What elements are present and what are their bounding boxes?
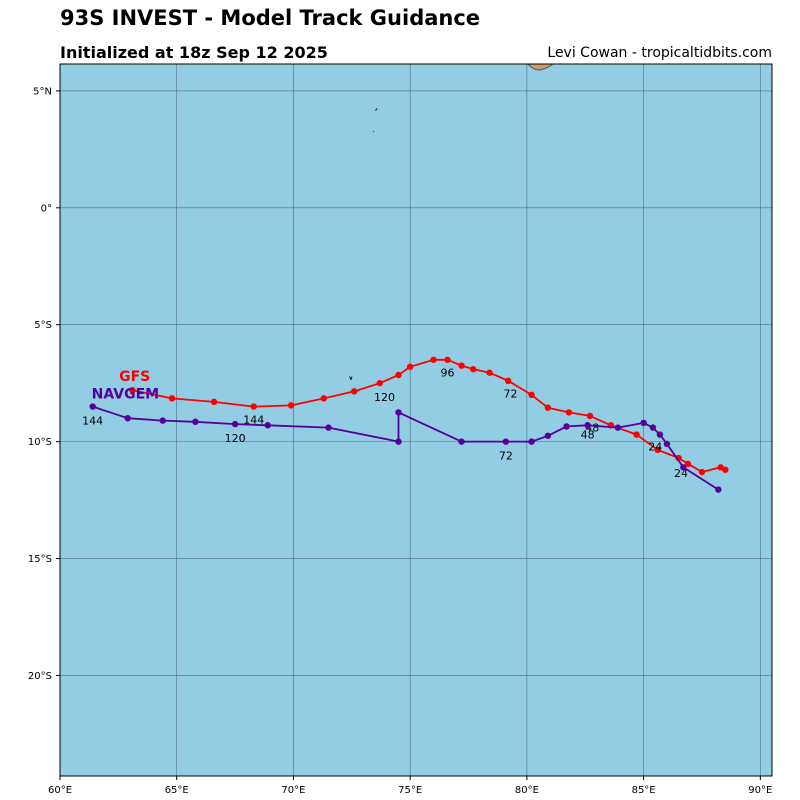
gfs-track-point <box>505 377 512 385</box>
navgem-hour-label: 72 <box>499 450 513 463</box>
navgem-track-point <box>656 431 664 438</box>
gfs-track-point <box>586 412 594 420</box>
navgem-track-point <box>640 419 647 427</box>
gfs-track-point <box>168 395 176 402</box>
lat-tick-label: 15°S <box>28 554 52 565</box>
gfs-track-point <box>633 431 640 438</box>
graticule <box>60 64 772 776</box>
lat-tick-label: 10°S <box>28 437 52 448</box>
gfs-track-point <box>250 403 257 410</box>
gfs-track-point <box>528 391 535 399</box>
navgem-hour-label: 120 <box>225 432 246 445</box>
map-frame <box>59 63 773 777</box>
gfs-track-point <box>486 369 493 376</box>
lon-tick-label: 90°E <box>748 785 772 796</box>
lon-tick-label: 70°E <box>281 785 305 796</box>
navgem-track-point <box>325 424 332 431</box>
gfs-track-point <box>430 356 437 363</box>
navgem-track-point <box>502 438 510 445</box>
gfs-hour-label: 120 <box>374 391 395 404</box>
navgem-hour-label: 48 <box>581 429 595 442</box>
gfs-hour-label: 24 <box>674 467 688 480</box>
gfs-track-line <box>132 358 726 473</box>
gfs-track-point <box>469 365 477 373</box>
lon-tick-label: 80°E <box>515 785 539 796</box>
gfs-track-point <box>458 362 465 369</box>
map-subtitle: Initialized at 18z Sep 12 2025 <box>60 43 328 62</box>
map-title: 93S INVEST - Model Track Guidance <box>60 6 481 30</box>
map-credit: Levi Cowan - tropicaltidbits.com <box>547 45 772 61</box>
navgem-track-point <box>563 423 570 430</box>
navgem-track-point <box>159 417 166 424</box>
gfs-track-point <box>444 356 451 363</box>
gfs-track-point <box>406 363 414 371</box>
navgem-track-point <box>231 420 239 428</box>
lat-tick-label: 5°S <box>34 320 52 331</box>
navgem-track-point <box>680 464 687 471</box>
gfs-model-label: GFS <box>119 369 150 385</box>
gfs-track-point <box>395 371 402 379</box>
gfs-track-point <box>544 404 552 411</box>
island-chagos <box>375 108 378 111</box>
navgem-track-point <box>584 422 591 429</box>
lon-tick-label: 60°E <box>48 785 72 796</box>
navgem-track-point <box>715 486 722 493</box>
lat-tick-label: 5°N <box>33 86 52 97</box>
lon-tick-label: 75°E <box>398 785 422 796</box>
navgem-track-point <box>649 424 657 431</box>
navgem-track-point <box>528 438 535 445</box>
navgem-track-point <box>458 438 465 445</box>
navgem-track: 24 48 72 120 144 <box>82 403 722 493</box>
navgem-hour-label: 144 <box>82 415 103 428</box>
gfs-track-point <box>717 464 724 471</box>
gfs-track-point <box>565 409 573 416</box>
lon-tick-label: 85°E <box>632 785 656 796</box>
lon-tick-label: 65°E <box>165 785 189 796</box>
gfs-hour-label: 96 <box>441 367 455 380</box>
model-labels: GFS NAVGEM <box>92 369 159 403</box>
gfs-track-point <box>129 386 136 394</box>
navgem-track-point <box>89 403 96 410</box>
navgem-track-point <box>264 422 271 429</box>
lat-tick-label: 0° <box>41 203 52 214</box>
gfs-track-point <box>287 402 295 409</box>
sri-lanka-land <box>527 64 554 71</box>
island-reef <box>349 376 353 381</box>
land-layer <box>349 64 554 381</box>
navgem-track-point <box>124 415 131 422</box>
gfs-track-point <box>698 468 706 476</box>
gfs-track-point <box>684 460 692 468</box>
gfs-track-point <box>320 395 327 402</box>
navgem-track-point <box>663 440 671 448</box>
navgem-hour-label: 24 <box>648 440 662 453</box>
gfs-hour-label: 72 <box>504 388 518 401</box>
gfs-track-point <box>654 446 661 454</box>
gfs-hour-label: 144 <box>243 413 264 426</box>
gfs-track-point <box>376 379 384 387</box>
navgem-track-point <box>614 424 622 431</box>
navgem-track-point <box>192 418 199 425</box>
gfs-track-point <box>210 398 218 406</box>
navgem-track-point <box>395 409 402 416</box>
axis-ticks: 60°E 65°E 70°E 75°E 80°E 85°E 90°E 5°N 0° 5°S 10°S… <box>28 86 772 796</box>
navgem-track-point <box>544 432 552 439</box>
gfs-track-point <box>350 388 358 395</box>
navgem-model-label: NAVGEM <box>92 387 159 403</box>
navgem-track-line <box>92 405 719 491</box>
navgem-track-point <box>395 438 402 445</box>
gfs-track: 24 48 72 96 120 144 <box>129 356 729 480</box>
lat-tick-label: 20°S <box>28 671 52 682</box>
